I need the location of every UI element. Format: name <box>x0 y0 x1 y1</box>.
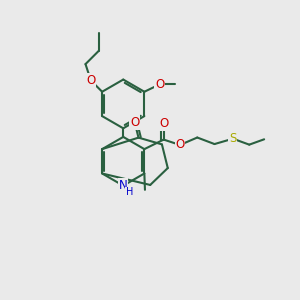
Text: O: O <box>176 138 184 152</box>
Text: O: O <box>159 117 168 130</box>
Text: O: O <box>155 78 164 91</box>
Text: O: O <box>86 74 95 87</box>
Text: N: N <box>119 179 128 192</box>
Text: H: H <box>125 187 133 197</box>
Text: O: O <box>130 116 140 129</box>
Text: S: S <box>229 132 237 145</box>
